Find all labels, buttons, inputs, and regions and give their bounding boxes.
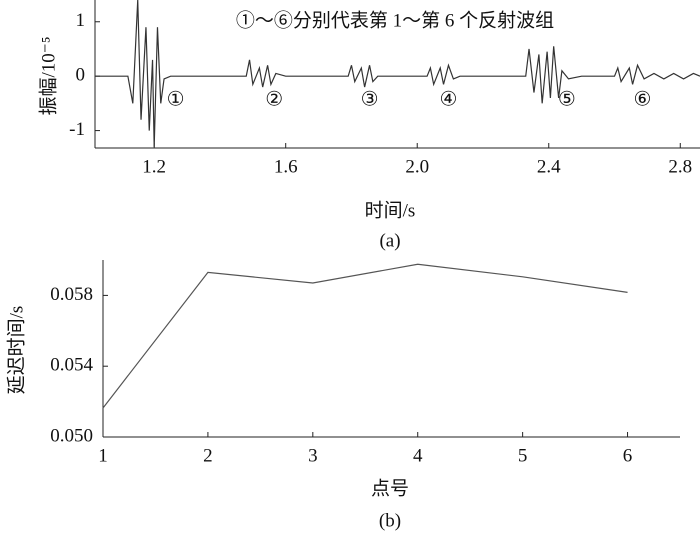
caption: (a) bbox=[379, 230, 400, 251]
y-tick-label: 0.058 bbox=[50, 284, 93, 305]
x-tick-label: 5 bbox=[518, 445, 528, 466]
x-tick-label: 1 bbox=[98, 445, 108, 466]
x-tick-label: 6 bbox=[623, 445, 633, 466]
wave-group-label: ③ bbox=[361, 89, 379, 111]
y-tick-label: 0 bbox=[76, 65, 86, 86]
x-tick-label: 2.4 bbox=[537, 156, 561, 177]
data-line bbox=[102, 263, 628, 409]
y-axis-label: 延迟时间/s bbox=[5, 306, 27, 395]
annotation: ①～⑥分别代表第 1～第 6 个反射波组 bbox=[236, 9, 554, 31]
y-tick-label: 0.054 bbox=[50, 355, 93, 376]
caption: (b) bbox=[379, 510, 401, 531]
x-tick-label: 4 bbox=[413, 445, 423, 466]
x-axis-label: 点号 bbox=[371, 477, 409, 499]
x-axis-label: 时间/s bbox=[365, 199, 416, 221]
wave-group-label: ⑤ bbox=[558, 89, 576, 111]
x-tick-label: 2.8 bbox=[668, 156, 692, 177]
x-tick-label: 1.6 bbox=[274, 156, 298, 177]
y-tick-label: -1 bbox=[69, 119, 85, 140]
wave-group-label: ⑥ bbox=[633, 89, 651, 111]
x-tick-label: 3 bbox=[308, 445, 318, 466]
x-tick-label: 1.2 bbox=[142, 156, 166, 177]
y-axis-label: 振幅/10⁻⁵ bbox=[37, 37, 59, 116]
wave-group-label: ② bbox=[265, 89, 283, 111]
x-tick-label: 2 bbox=[203, 445, 213, 466]
x-tick-label: 2.0 bbox=[405, 156, 429, 177]
wave-group-label: ④ bbox=[439, 89, 457, 111]
data-line bbox=[95, 0, 700, 147]
wave-group-label: ① bbox=[167, 89, 185, 111]
y-tick-label: 1 bbox=[76, 10, 86, 31]
y-tick-label: 0.050 bbox=[50, 425, 93, 446]
